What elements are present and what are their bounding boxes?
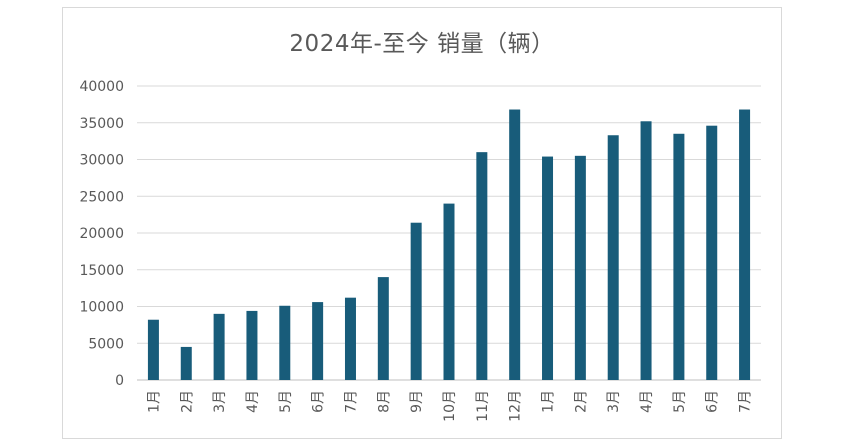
bar <box>574 155 586 380</box>
x-tick-label: 4月 <box>245 390 261 413</box>
y-tick-label: 15000 <box>79 263 124 279</box>
bar <box>147 319 159 380</box>
bar <box>673 133 685 380</box>
x-tick-label: 8月 <box>376 390 392 413</box>
y-tick-label: 30000 <box>79 153 124 169</box>
x-tick-label: 10月 <box>442 390 458 422</box>
bar <box>739 109 751 381</box>
bar <box>410 222 422 380</box>
x-tick-label: 6月 <box>311 390 327 413</box>
y-tick-label: 0 <box>115 373 124 389</box>
bar <box>476 152 488 380</box>
x-tick-label: 11月 <box>475 390 491 422</box>
x-tick-label: 12月 <box>508 390 524 422</box>
y-tick-label: 5000 <box>88 336 124 352</box>
y-axis-ticks: 0 5000 10000 15000 20000 25000 30000 35000 40000 <box>79 79 124 389</box>
x-tick-label: 5月 <box>672 390 688 413</box>
y-tick-label: 40000 <box>79 79 124 95</box>
x-tick-label: 7月 <box>343 390 359 413</box>
x-axis-ticks: 1月 2月 3月 4月 5月 6月 7月 8月 9月 10月 11月 12月 1月 2月 3月 4月 5月 6月 7… <box>146 390 753 422</box>
x-tick-label: 4月 <box>639 390 655 413</box>
x-tick-label: 1月 <box>146 390 162 413</box>
bar <box>706 125 718 380</box>
bar <box>607 135 619 380</box>
x-tick-label: 3月 <box>212 390 228 413</box>
bar <box>542 156 554 380</box>
bar <box>213 313 225 380</box>
x-tick-label: 2月 <box>179 390 195 413</box>
bar <box>344 297 356 380</box>
y-tick-label: 25000 <box>79 189 124 205</box>
bar <box>180 346 192 380</box>
x-tick-label: 2月 <box>573 390 589 413</box>
x-tick-label: 9月 <box>409 390 425 413</box>
y-tick-label: 35000 <box>79 116 124 132</box>
bar <box>377 277 389 380</box>
x-tick-label: 6月 <box>705 390 721 413</box>
x-tick-label: 3月 <box>606 390 622 413</box>
bar <box>279 305 291 380</box>
x-tick-label: 1月 <box>541 390 557 413</box>
chart-title: 2024年-至今 销量（辆） <box>289 31 555 57</box>
bars <box>147 109 751 381</box>
bar <box>640 121 652 380</box>
bar <box>246 310 258 380</box>
x-tick-label: 7月 <box>738 390 754 413</box>
y-tick-label: 20000 <box>79 226 124 242</box>
bar <box>443 203 455 380</box>
y-tick-label: 10000 <box>79 300 124 316</box>
bar <box>509 109 521 381</box>
bar <box>312 302 324 380</box>
x-tick-label: 5月 <box>278 390 294 413</box>
